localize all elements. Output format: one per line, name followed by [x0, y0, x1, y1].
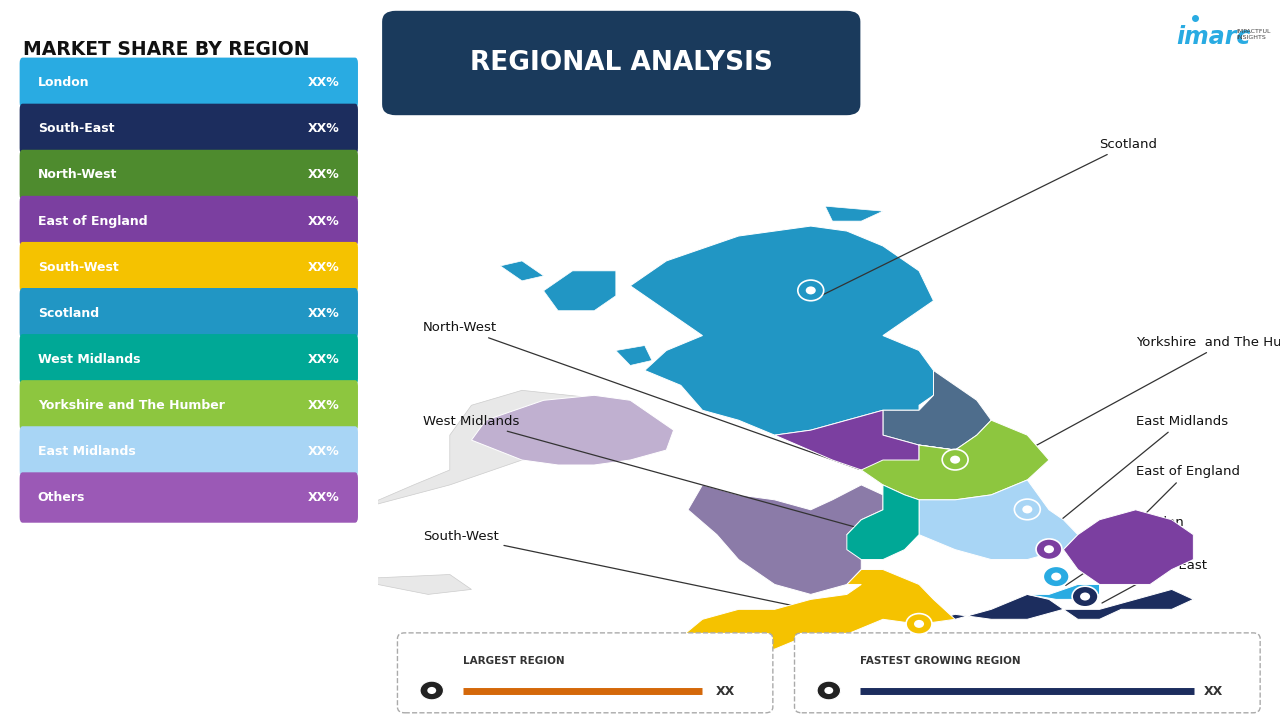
Polygon shape [1042, 554, 1056, 559]
Polygon shape [804, 295, 818, 301]
Text: XX%: XX% [308, 122, 339, 135]
Text: imarc: imarc [1176, 25, 1251, 49]
Circle shape [1080, 593, 1091, 600]
Polygon shape [471, 395, 673, 465]
Text: North-West: North-West [38, 168, 118, 181]
Text: East Midlands: East Midlands [1051, 415, 1228, 528]
Text: XX: XX [716, 685, 735, 698]
Text: LARGEST REGION: LARGEST REGION [463, 656, 564, 666]
Polygon shape [425, 696, 438, 700]
FancyBboxPatch shape [19, 58, 358, 108]
Text: East Midlands: East Midlands [38, 445, 136, 458]
Circle shape [1014, 499, 1041, 520]
Polygon shape [328, 390, 630, 595]
Polygon shape [822, 696, 836, 700]
FancyBboxPatch shape [398, 633, 773, 713]
Text: South-East: South-East [1102, 559, 1207, 603]
FancyBboxPatch shape [19, 104, 358, 154]
Circle shape [906, 613, 932, 634]
Polygon shape [911, 629, 927, 634]
Circle shape [1051, 572, 1061, 580]
FancyBboxPatch shape [19, 196, 358, 246]
Polygon shape [1048, 581, 1064, 587]
FancyBboxPatch shape [19, 334, 358, 384]
Polygon shape [616, 346, 652, 366]
Polygon shape [500, 261, 544, 281]
Text: London: London [38, 76, 90, 89]
Polygon shape [1078, 601, 1092, 607]
Polygon shape [883, 370, 991, 450]
Text: South-West: South-West [422, 530, 808, 609]
Circle shape [1044, 545, 1053, 553]
FancyBboxPatch shape [795, 633, 1260, 713]
Polygon shape [919, 590, 1193, 624]
Text: XX%: XX% [308, 261, 339, 274]
Text: North-West: North-West [422, 321, 859, 469]
Circle shape [1036, 539, 1062, 559]
Polygon shape [947, 464, 963, 470]
Text: XX%: XX% [308, 215, 339, 228]
FancyBboxPatch shape [19, 150, 358, 200]
Text: IMPACTFUL
INSIGHTS: IMPACTFUL INSIGHTS [1236, 29, 1271, 40]
Polygon shape [689, 485, 883, 595]
Text: East of England: East of England [1102, 465, 1239, 557]
Text: Yorkshire  and The Humber: Yorkshire and The Humber [993, 336, 1280, 469]
Circle shape [1043, 567, 1069, 587]
Circle shape [824, 687, 833, 694]
Polygon shape [544, 271, 616, 311]
Circle shape [805, 287, 815, 294]
Circle shape [950, 456, 960, 464]
Text: South-East: South-East [38, 122, 114, 135]
Circle shape [914, 620, 924, 628]
Polygon shape [1028, 585, 1100, 599]
FancyBboxPatch shape [19, 380, 358, 431]
Text: West Midlands: West Midlands [38, 353, 141, 366]
Text: West Midlands: West Midlands [422, 415, 881, 534]
Text: XX%: XX% [308, 445, 339, 458]
Text: XX%: XX% [308, 399, 339, 412]
FancyBboxPatch shape [383, 11, 860, 115]
Text: Scotland: Scotland [813, 138, 1157, 300]
FancyBboxPatch shape [19, 426, 358, 477]
Text: London: London [1066, 516, 1184, 585]
Text: REGIONAL ANALYSIS: REGIONAL ANALYSIS [470, 50, 773, 76]
Text: XX%: XX% [308, 491, 339, 504]
Circle shape [420, 681, 443, 700]
Text: XX%: XX% [308, 307, 339, 320]
Text: XX%: XX% [308, 353, 339, 366]
Polygon shape [630, 226, 933, 435]
Text: XX%: XX% [308, 76, 339, 89]
Polygon shape [774, 410, 955, 495]
Text: XX: XX [1203, 685, 1222, 698]
Polygon shape [826, 206, 883, 221]
Circle shape [1073, 586, 1098, 607]
Circle shape [797, 280, 824, 301]
Text: FASTEST GROWING REGION: FASTEST GROWING REGION [860, 656, 1021, 666]
Circle shape [942, 449, 968, 470]
Polygon shape [919, 480, 1078, 559]
Polygon shape [1064, 510, 1193, 585]
Circle shape [428, 687, 436, 694]
Circle shape [817, 681, 841, 700]
Text: XX%: XX% [308, 168, 339, 181]
Text: Scotland: Scotland [38, 307, 99, 320]
Text: Others: Others [38, 491, 86, 504]
FancyBboxPatch shape [19, 288, 358, 338]
Circle shape [1023, 505, 1033, 513]
Text: Yorkshire and The Humber: Yorkshire and The Humber [38, 399, 224, 412]
Text: MARKET SHARE BY REGION: MARKET SHARE BY REGION [23, 40, 310, 58]
Text: South-West: South-West [38, 261, 119, 274]
Text: East of England: East of England [38, 215, 147, 228]
Polygon shape [847, 485, 919, 559]
Polygon shape [667, 570, 955, 659]
Polygon shape [861, 420, 1050, 500]
Polygon shape [1020, 514, 1034, 520]
FancyBboxPatch shape [19, 242, 358, 292]
FancyBboxPatch shape [19, 472, 358, 523]
